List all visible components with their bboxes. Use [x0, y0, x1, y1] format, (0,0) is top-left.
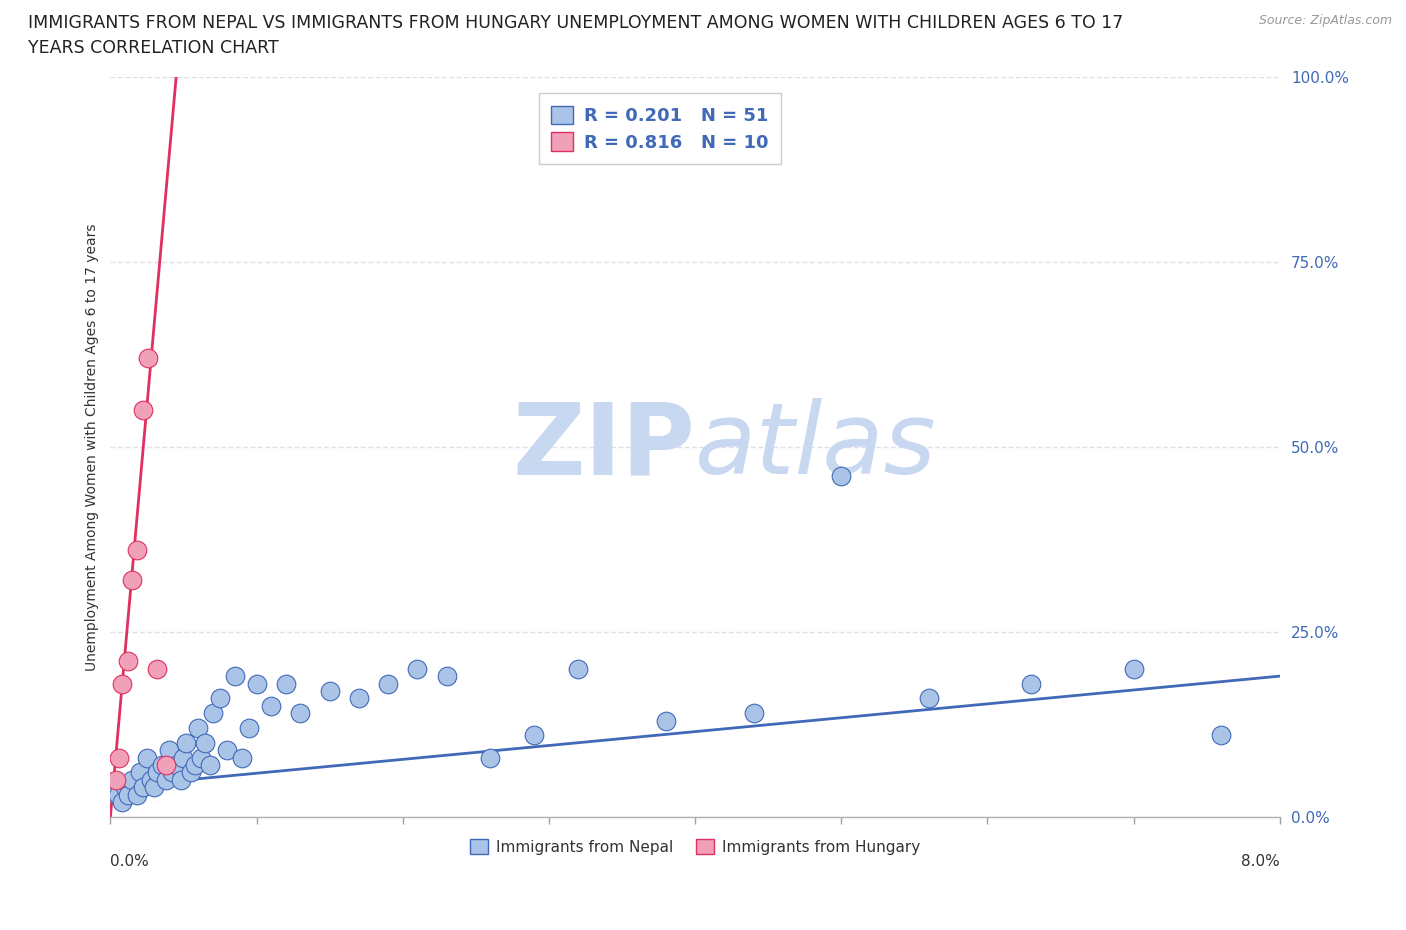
Point	[111, 676, 134, 691]
Point	[146, 764, 169, 779]
Point	[141, 772, 163, 787]
Point	[176, 736, 198, 751]
Point	[131, 779, 153, 794]
Point	[111, 794, 134, 809]
Point	[198, 757, 221, 772]
Legend: Immigrants from Nepal, Immigrants from Hungary: Immigrants from Nepal, Immigrants from H…	[464, 832, 927, 861]
Point	[108, 751, 131, 765]
Point	[406, 661, 429, 676]
Point	[138, 351, 160, 365]
Point	[125, 787, 148, 802]
Point	[238, 721, 260, 736]
Point	[274, 676, 297, 691]
Point	[208, 691, 231, 706]
Point	[107, 787, 129, 802]
Point	[136, 751, 159, 765]
Text: YEARS CORRELATION CHART: YEARS CORRELATION CHART	[28, 39, 278, 57]
Point	[742, 706, 765, 721]
Point	[146, 661, 169, 676]
Point	[169, 772, 191, 787]
Point	[150, 757, 173, 772]
Point	[347, 691, 370, 706]
Point	[190, 751, 212, 765]
Point	[201, 706, 224, 721]
Point	[157, 743, 180, 758]
Point	[260, 698, 283, 713]
Point	[121, 573, 143, 588]
Point	[1019, 676, 1042, 691]
Text: IMMIGRANTS FROM NEPAL VS IMMIGRANTS FROM HUNGARY UNEMPLOYMENT AMONG WOMEN WITH C: IMMIGRANTS FROM NEPAL VS IMMIGRANTS FROM…	[28, 14, 1123, 32]
Text: atlas: atlas	[695, 398, 936, 496]
Point	[830, 469, 852, 484]
Point	[155, 757, 177, 772]
Point	[180, 764, 202, 779]
Point	[318, 684, 340, 698]
Point	[918, 691, 941, 706]
Point	[184, 757, 207, 772]
Point	[523, 728, 546, 743]
Point	[121, 772, 143, 787]
Point	[114, 779, 136, 794]
Text: Source: ZipAtlas.com: Source: ZipAtlas.com	[1258, 14, 1392, 27]
Text: 0.0%: 0.0%	[111, 854, 149, 869]
Point	[217, 743, 239, 758]
Point	[143, 779, 166, 794]
Point	[125, 543, 148, 558]
Point	[377, 676, 399, 691]
Point	[231, 751, 253, 765]
Text: 8.0%: 8.0%	[1241, 854, 1279, 869]
Point	[245, 676, 267, 691]
Point	[290, 706, 312, 721]
Point	[173, 751, 195, 765]
Point	[567, 661, 589, 676]
Point	[155, 772, 177, 787]
Point	[479, 751, 502, 765]
Point	[187, 721, 209, 736]
Point	[1122, 661, 1144, 676]
Point	[128, 764, 150, 779]
Point	[160, 764, 183, 779]
Point	[165, 757, 187, 772]
Point	[117, 654, 139, 669]
Point	[224, 669, 246, 684]
Point	[1211, 728, 1233, 743]
Point	[131, 403, 153, 418]
Y-axis label: Unemployment Among Women with Children Ages 6 to 17 years: Unemployment Among Women with Children A…	[86, 223, 100, 671]
Point	[436, 669, 458, 684]
Point	[655, 713, 678, 728]
Text: ZIP: ZIP	[512, 398, 695, 496]
Point	[105, 772, 128, 787]
Point	[194, 736, 217, 751]
Point	[117, 787, 139, 802]
